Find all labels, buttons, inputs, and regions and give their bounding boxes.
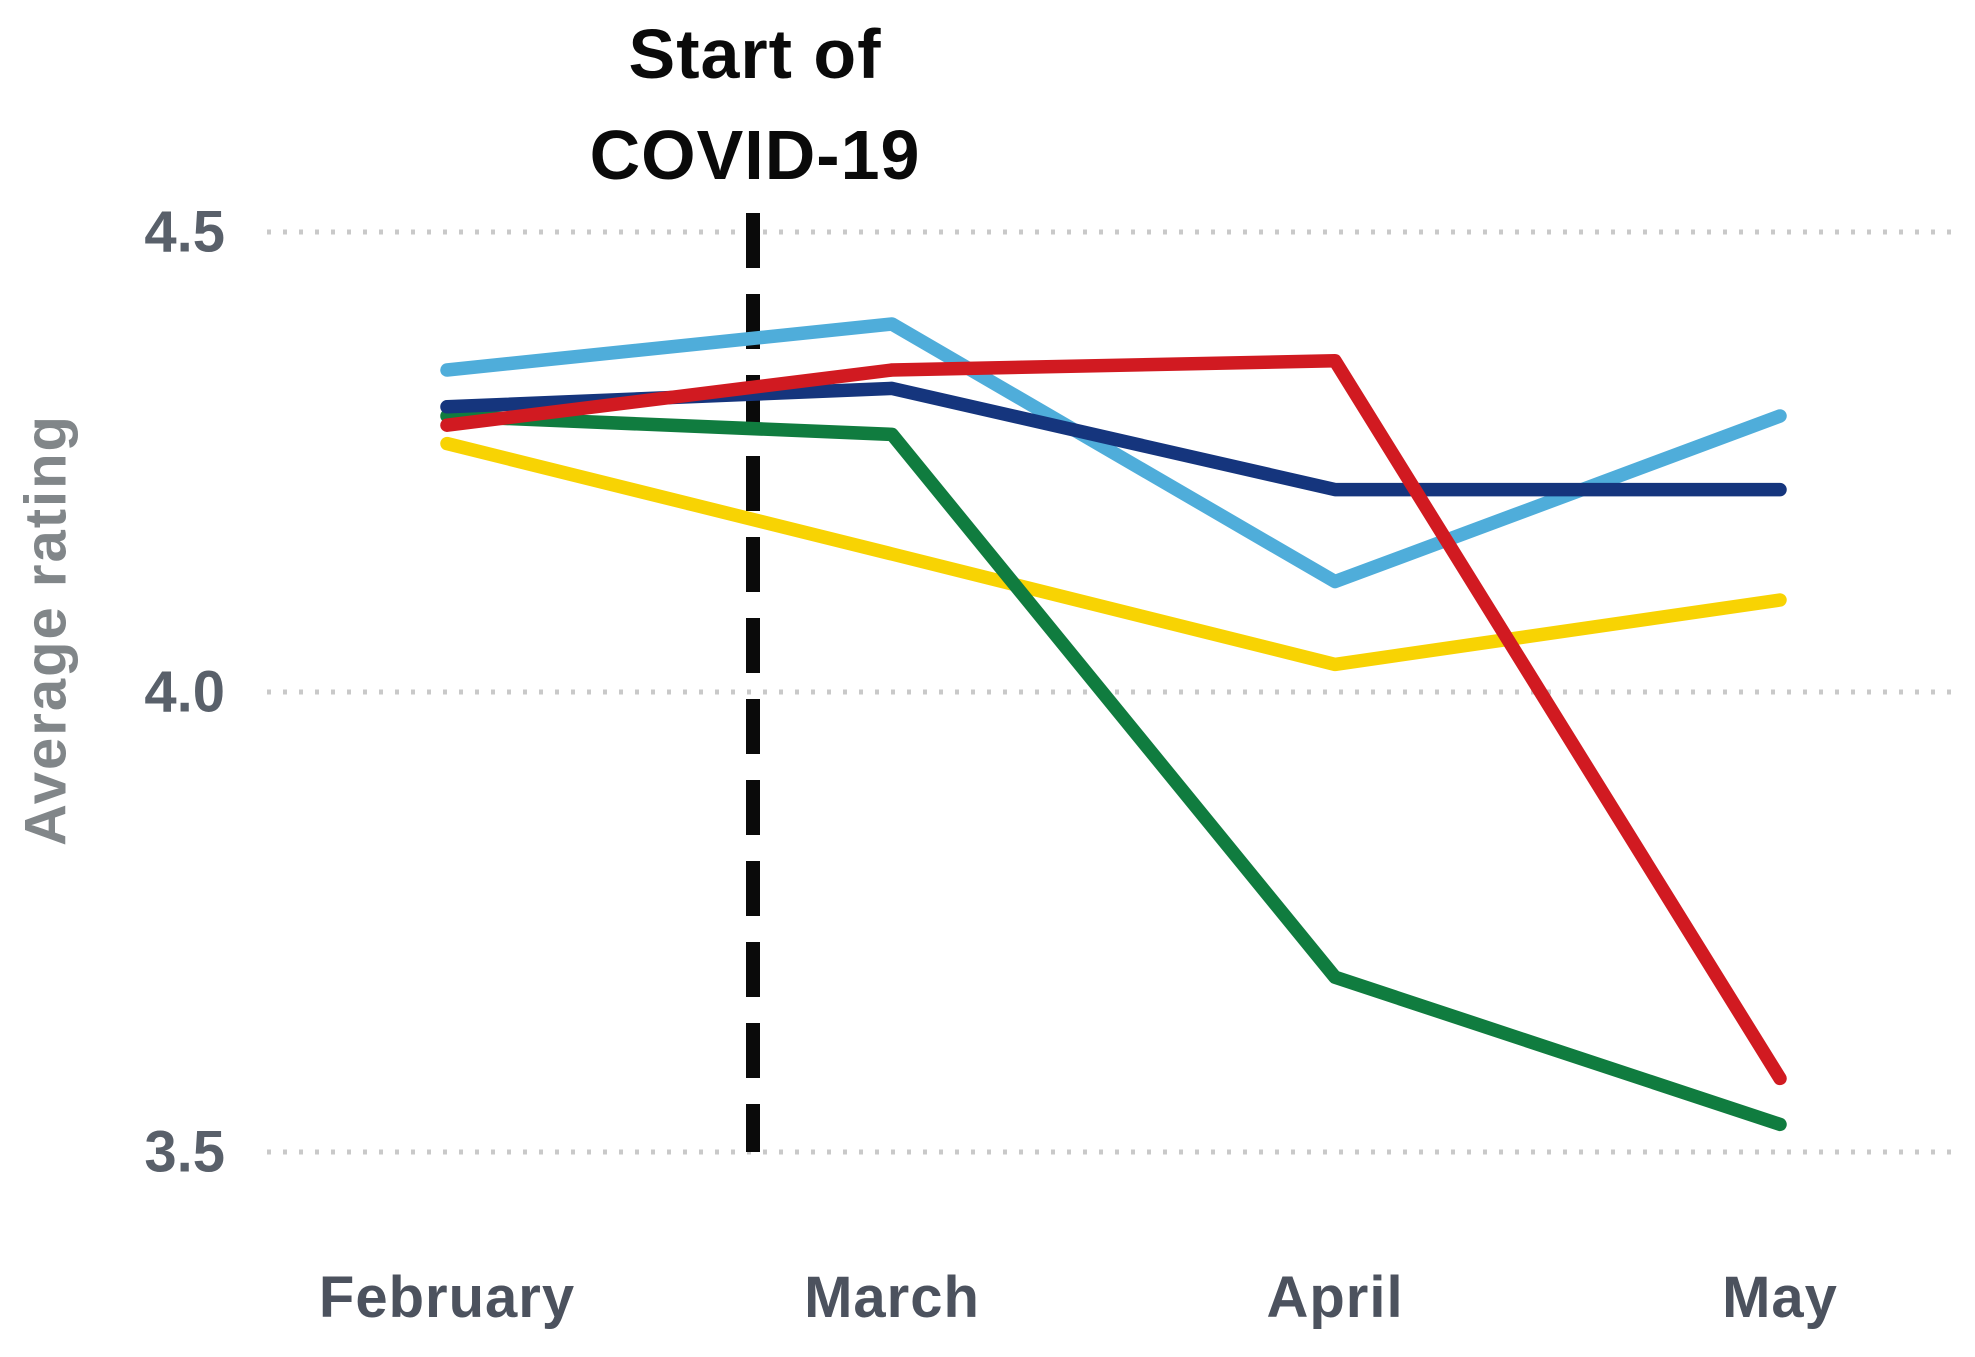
series-line-yellow	[440, 436, 1787, 672]
annotation-title: Start of COVID-19	[405, 4, 1105, 206]
y-tick-label-4.5: 4.5	[144, 199, 225, 265]
y-tick-label-4.0: 4.0	[144, 659, 225, 725]
x-tick-label-april: April	[1266, 1265, 1404, 1330]
annotation-title-line2: COVID-19	[589, 116, 921, 194]
annotation-title-line1: Start of	[628, 15, 882, 93]
y-axis-title: Average rating	[13, 414, 79, 846]
y-tick-label-3.5: 3.5	[144, 1119, 225, 1185]
x-tick-label-february: February	[318, 1265, 576, 1330]
series-line-red	[440, 354, 1787, 1086]
x-tick-label-march: March	[804, 1265, 980, 1330]
x-tick-label-may: May	[1722, 1265, 1838, 1330]
series-line-sky-blue	[440, 317, 1787, 589]
series-line-green	[440, 409, 1787, 1132]
